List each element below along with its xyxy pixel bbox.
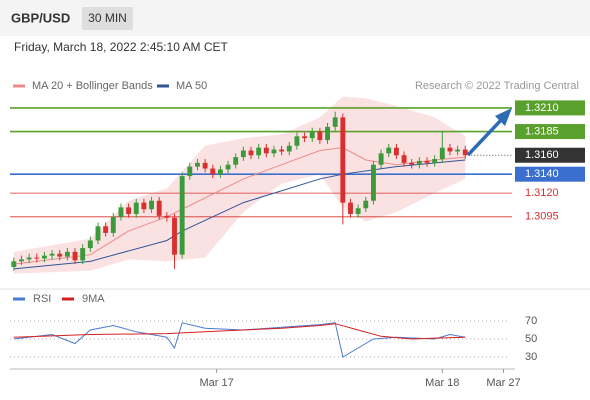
- candle-body: [355, 208, 361, 214]
- candle-body: [455, 149, 461, 152]
- price-panel: MA 20 + Bollinger Bands MA 50 1.3210 1.3185…: [10, 80, 585, 274]
- projection-arrow: [466, 108, 512, 157]
- candle-body: [72, 251, 78, 261]
- candle-body: [248, 150, 254, 156]
- candle-body: [309, 131, 315, 139]
- candle-body: [156, 200, 162, 216]
- candle-body: [195, 162, 200, 167]
- candle-body: [401, 155, 407, 163]
- candle-body: [233, 157, 239, 165]
- level-label: 1.3140: [525, 168, 559, 180]
- candle-body: [439, 147, 445, 160]
- candle-body: [256, 147, 262, 156]
- candle-body: [49, 253, 55, 256]
- level-box: [515, 124, 585, 140]
- candle-body: [378, 153, 384, 165]
- candle-body: [363, 200, 369, 209]
- candle-body: [409, 162, 415, 165]
- candle-body: [57, 253, 63, 257]
- symbol: GBP/USD: [11, 10, 70, 25]
- rsi-panel: 30 50 70 Mar 17 Mar 18 Mar 27 RSI 9MA: [10, 293, 537, 389]
- candle-body: [172, 217, 177, 255]
- ma-line: [13, 159, 466, 270]
- candle-body: [424, 160, 430, 163]
- last-price-box: [515, 147, 585, 163]
- candle-body: [447, 147, 453, 152]
- last-price-label: 1.3160: [525, 149, 559, 161]
- indicator-line: [13, 323, 466, 340]
- candle-body: [210, 168, 216, 175]
- candle-body: [416, 160, 422, 165]
- candle-body: [393, 147, 399, 156]
- level-label: 1.3210: [525, 102, 559, 114]
- candle-body: [317, 131, 323, 141]
- candle-body: [294, 136, 300, 146]
- candle-body: [271, 149, 277, 154]
- candle-body: [286, 145, 292, 152]
- candle-body: [187, 166, 193, 177]
- arrow-shaft: [466, 116, 505, 157]
- candle-body: [202, 162, 208, 169]
- candle-body: [432, 159, 438, 163]
- arrow-head: [495, 108, 512, 126]
- candle-body: [370, 164, 376, 201]
- candle-body: [340, 117, 346, 203]
- candle-body: [225, 164, 231, 170]
- candle-body: [263, 147, 269, 154]
- level-box: [515, 100, 585, 116]
- candle-body: [118, 207, 124, 217]
- candle-body: [133, 202, 139, 214]
- candle-body: [240, 150, 246, 158]
- candle-body: [11, 261, 17, 268]
- candle-body: [332, 117, 338, 127]
- candle-body: [64, 251, 70, 257]
- legend-label: MA 50: [176, 80, 207, 92]
- candle-body: [34, 257, 40, 259]
- ma-line: [13, 147, 466, 265]
- x-tick-label: Mar 27: [486, 377, 520, 389]
- x-tick-label: Mar 18: [425, 377, 459, 389]
- timeframe[interactable]: 30 MIN: [88, 11, 127, 25]
- level-label: 1.3120: [525, 187, 559, 199]
- candle-body: [80, 248, 86, 261]
- legend-label: MA 20 + Bollinger Bands: [32, 80, 153, 92]
- candle-body: [110, 216, 116, 233]
- candle-body: [348, 202, 353, 214]
- legend-label: RSI: [33, 293, 51, 305]
- y-tick-label: 70: [525, 315, 537, 327]
- timeframe-button[interactable]: [82, 7, 133, 30]
- level-box: [515, 166, 585, 182]
- candle-body: [164, 215, 170, 218]
- y-tick-label: 50: [525, 333, 537, 345]
- candle-body: [141, 202, 147, 210]
- candle-body: [217, 169, 223, 175]
- bollinger-band: [13, 96, 466, 274]
- candle-body: [462, 149, 468, 156]
- candle-body: [19, 259, 24, 262]
- candle-body: [149, 200, 155, 210]
- candle-body: [279, 149, 285, 152]
- candle-body: [325, 126, 330, 141]
- datetime: Friday, March 18, 2022 2:45:10 AM CET: [14, 40, 229, 54]
- level-label: 1.3095: [525, 211, 559, 223]
- x-tick-label: Mar 17: [199, 377, 233, 389]
- candle-body: [41, 255, 47, 259]
- candle-body: [126, 207, 132, 214]
- indicator-line: [13, 322, 466, 358]
- source: Research © 2022 Trading Central: [415, 80, 579, 92]
- level-label: 1.3185: [525, 125, 559, 137]
- candle-body: [179, 176, 185, 255]
- candle-body: [26, 257, 32, 260]
- legend-label: 9MA: [82, 293, 105, 305]
- y-tick-label: 30: [525, 351, 537, 363]
- candle-body: [302, 136, 308, 139]
- candle-body: [103, 226, 109, 233]
- candle-body: [95, 226, 101, 241]
- candle-body: [87, 240, 93, 249]
- candle-body: [386, 147, 392, 154]
